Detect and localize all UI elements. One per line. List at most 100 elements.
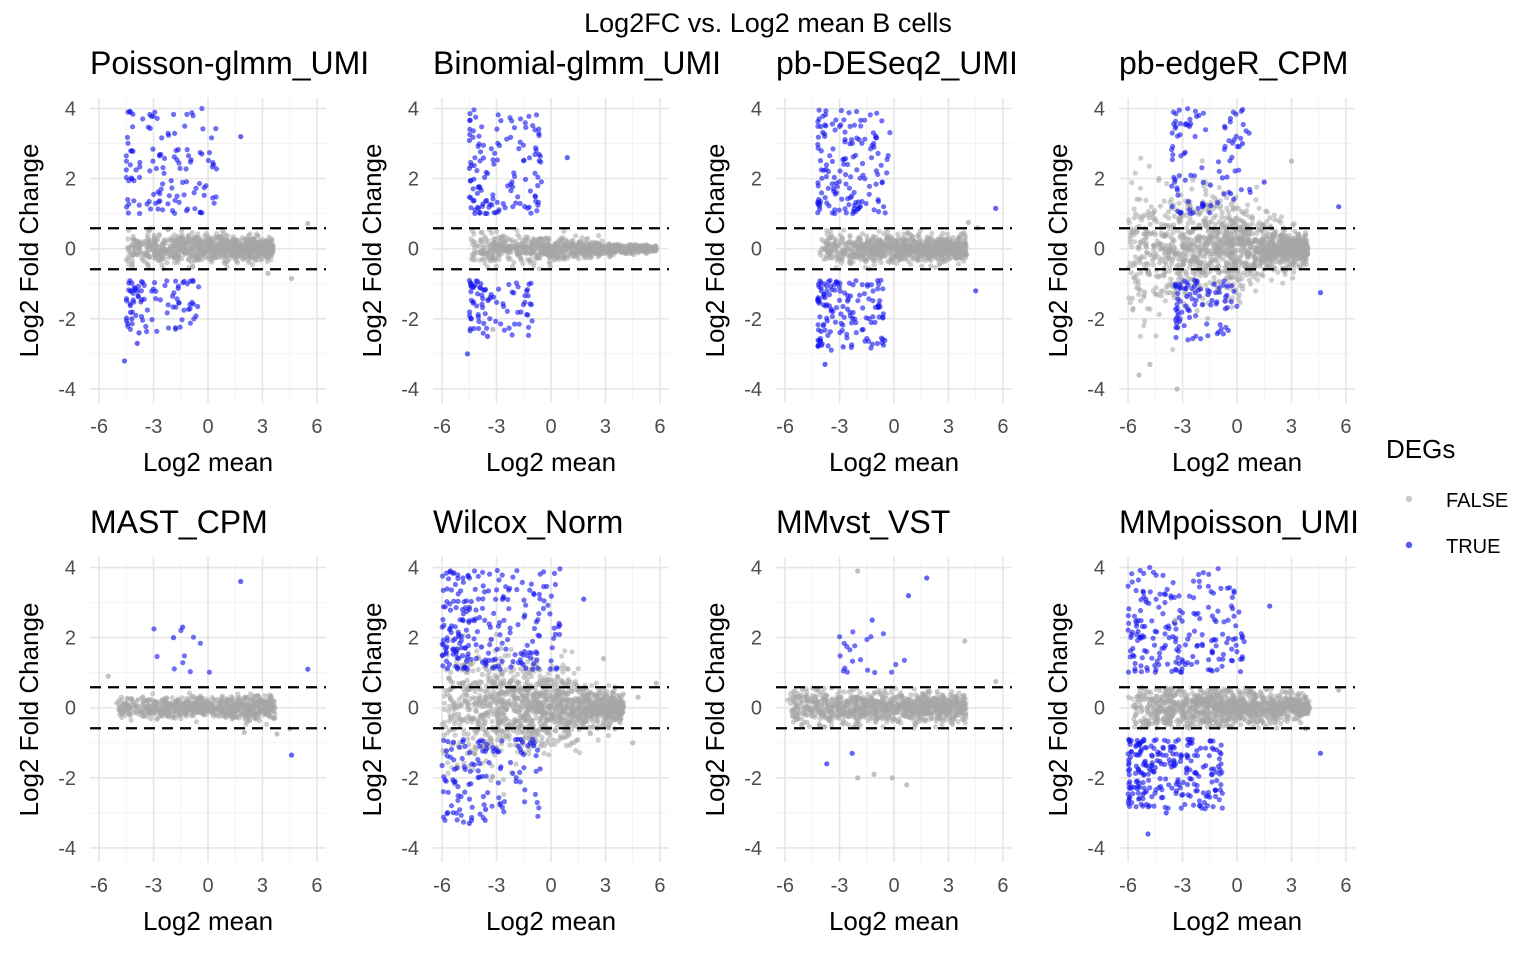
point-true xyxy=(859,198,865,205)
point-false xyxy=(882,238,888,245)
point-true xyxy=(475,314,481,320)
point-true xyxy=(186,306,192,312)
point-false xyxy=(1253,288,1259,294)
point-false xyxy=(258,239,264,245)
point-false xyxy=(1199,247,1205,253)
point-false xyxy=(133,238,139,244)
point-false xyxy=(1268,235,1275,241)
point-true xyxy=(862,176,868,182)
point-false xyxy=(821,256,827,262)
point-false xyxy=(537,236,543,242)
point-false xyxy=(533,245,540,251)
point-false xyxy=(959,243,965,249)
point-true xyxy=(844,331,850,337)
point-true xyxy=(516,146,522,152)
point-false xyxy=(1263,252,1269,258)
x-tick-label: 6 xyxy=(311,416,322,438)
point-true xyxy=(492,150,498,156)
point-false xyxy=(1161,273,1167,279)
point-false xyxy=(146,238,152,244)
point-false xyxy=(1152,232,1159,238)
point-true xyxy=(857,175,863,181)
point-false xyxy=(1199,158,1205,164)
point-true xyxy=(818,338,824,344)
point-false xyxy=(179,232,185,238)
point-true xyxy=(476,318,482,325)
point-false xyxy=(1147,221,1153,227)
point-false xyxy=(227,243,233,249)
point-true xyxy=(131,178,137,184)
point-false xyxy=(897,257,903,263)
point-false xyxy=(1260,246,1266,252)
point-false xyxy=(1183,269,1190,275)
point-true xyxy=(509,118,515,124)
point-true xyxy=(477,149,484,155)
x-tick-label: 3 xyxy=(943,416,954,438)
point-true xyxy=(467,280,474,286)
point-true xyxy=(496,142,503,149)
point-false xyxy=(165,237,171,243)
y-axis-label: Log2 Fold Change xyxy=(1043,144,1073,358)
point-false xyxy=(957,252,963,258)
point-false xyxy=(261,253,267,259)
point-false xyxy=(890,241,896,247)
point-false xyxy=(1300,262,1306,268)
point-true xyxy=(884,170,890,176)
point-true xyxy=(480,296,486,302)
point-false xyxy=(1211,215,1217,221)
point-false xyxy=(249,261,255,267)
point-true xyxy=(196,284,202,290)
point-true xyxy=(467,111,473,117)
point-false xyxy=(1255,277,1261,283)
point-true xyxy=(180,179,186,185)
x-tick-label: 3 xyxy=(600,416,611,438)
point-false xyxy=(1268,277,1274,283)
point-false xyxy=(269,250,276,256)
point-false xyxy=(1229,304,1235,310)
point-false xyxy=(1236,278,1242,284)
point-true xyxy=(171,111,177,117)
point-false xyxy=(618,249,625,255)
point-true xyxy=(875,278,881,284)
point-false xyxy=(190,263,196,269)
point-false xyxy=(1127,300,1133,306)
x-axis-label: Log2 mean xyxy=(143,447,273,477)
point-false xyxy=(549,245,555,251)
point-false xyxy=(956,261,962,267)
point-false xyxy=(504,249,510,255)
point-false xyxy=(1185,220,1191,226)
point-true xyxy=(876,209,882,215)
point-false xyxy=(1174,270,1180,276)
point-false xyxy=(628,245,634,251)
point-false xyxy=(1212,256,1218,262)
point-false xyxy=(827,249,834,255)
point-false xyxy=(123,256,130,262)
point-true xyxy=(137,159,143,166)
point-false xyxy=(1135,278,1141,284)
point-false xyxy=(1238,224,1244,230)
point-false xyxy=(915,245,921,251)
point-false xyxy=(186,257,192,263)
point-false xyxy=(170,253,177,259)
point-true xyxy=(815,210,821,216)
point-false xyxy=(1259,271,1265,277)
point-false xyxy=(525,257,531,263)
point-true xyxy=(164,278,170,284)
point-false xyxy=(1170,230,1176,236)
point-true xyxy=(125,210,131,216)
point-false xyxy=(561,228,567,234)
point-true xyxy=(479,124,485,130)
x-tick-label: 0 xyxy=(202,416,213,438)
point-true xyxy=(535,202,541,208)
y-tick-label: -2 xyxy=(58,309,76,331)
point-false xyxy=(478,248,484,254)
point-true xyxy=(840,303,846,310)
point-true xyxy=(858,117,864,123)
point-false xyxy=(570,238,576,244)
point-true xyxy=(515,194,521,200)
point-false xyxy=(129,261,135,267)
point-true xyxy=(504,308,510,314)
point-true xyxy=(129,316,135,322)
point-true xyxy=(817,298,823,304)
point-true xyxy=(815,327,822,333)
